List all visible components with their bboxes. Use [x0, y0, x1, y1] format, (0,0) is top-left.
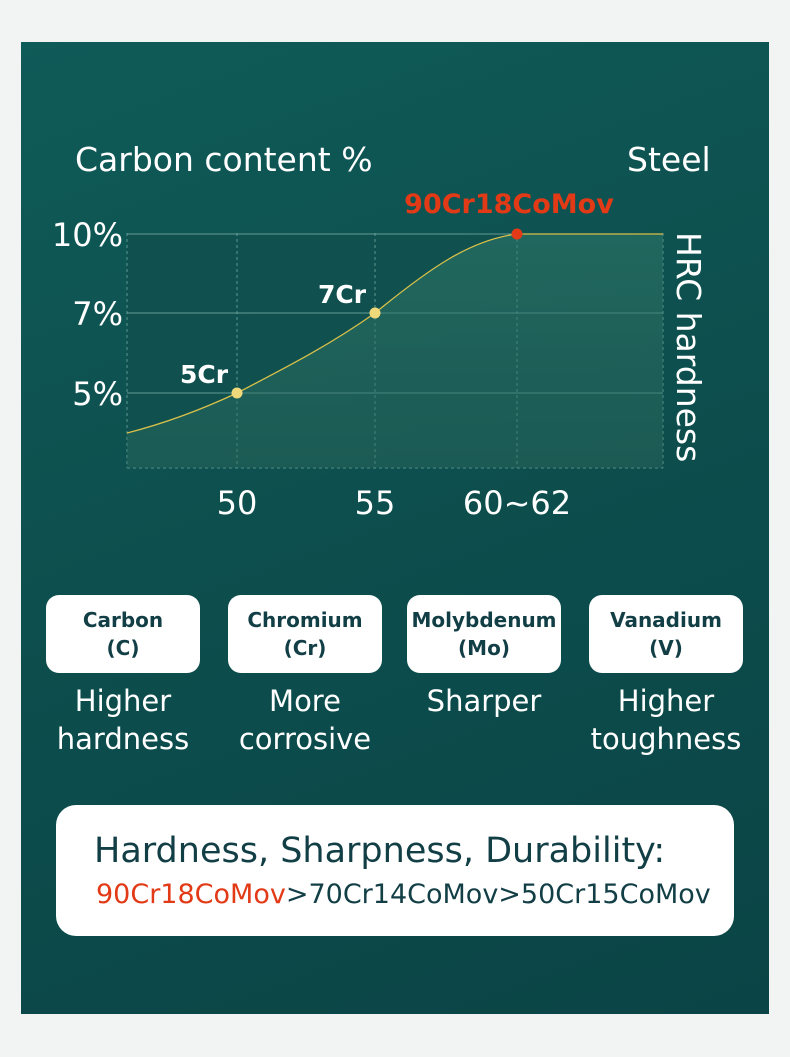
- element-name: Chromium: [247, 608, 363, 632]
- ranking-rest: >70Cr14CoMov>50Cr15CoMov: [285, 879, 711, 910]
- effect-line: More: [269, 684, 341, 718]
- effect-carbon: Higher hardness: [40, 682, 206, 758]
- element-symbol: (C): [106, 636, 140, 660]
- element-card-molybdenum: Molybdenum (Mo): [407, 595, 561, 673]
- summary-title: Hardness, Sharpness, Durability:: [94, 831, 666, 871]
- effect-line: corrosive: [238, 722, 372, 756]
- series-label: Steel: [627, 140, 711, 179]
- effect-chromium: More corrosive: [222, 682, 388, 758]
- element-card-vanadium: Vanadium (V): [589, 595, 743, 673]
- effect-molybdenum: Sharper: [401, 682, 567, 720]
- element-name: Molybdenum: [411, 608, 557, 632]
- summary-box: Hardness, Sharpness, Durability: 90Cr18C…: [56, 805, 734, 936]
- effect-vanadium: Higher toughness: [583, 682, 749, 758]
- element-name: Carbon: [82, 608, 164, 632]
- element-card-carbon: Carbon (C): [46, 595, 200, 673]
- ranking-line: 90Cr18CoMov>70Cr14CoMov>50Cr15CoMov: [96, 879, 711, 910]
- point-label: 7Cr: [318, 280, 367, 309]
- data-point: [369, 307, 381, 319]
- effect-line: toughness: [590, 722, 742, 756]
- point-label: 90Cr18CoMov: [404, 189, 614, 220]
- y-tick-label: 5%: [72, 375, 123, 413]
- element-symbol: (Cr): [283, 636, 327, 660]
- element-name: Vanadium: [610, 608, 722, 632]
- effect-line: Higher: [617, 684, 715, 718]
- data-point: [231, 387, 243, 399]
- effect-line: Sharper: [426, 684, 542, 718]
- element-card-chromium: Chromium (Cr): [228, 595, 382, 673]
- y-tick-label: 10%: [52, 216, 123, 254]
- effect-line: Higher: [74, 684, 172, 718]
- carbon-hardness-chart: 5% 7% 10% 50 55 60~62 5Cr 7Cr 90Cr18CoMov: [52, 189, 664, 522]
- x-tick-label: 50: [217, 484, 258, 522]
- x-tick-label: 55: [355, 484, 396, 522]
- point-label: 5Cr: [180, 360, 229, 389]
- element-symbol: (Mo): [458, 636, 510, 660]
- x-tick-label: 60~62: [463, 484, 571, 522]
- effect-line: hardness: [56, 722, 190, 756]
- y-axis-title: Carbon content %: [75, 140, 373, 179]
- y-tick-label: 7%: [72, 295, 123, 333]
- data-point: [511, 228, 523, 240]
- curve-line: [126, 233, 663, 434]
- curve-area: [127, 234, 663, 468]
- ranking-highlight: 90Cr18CoMov: [96, 879, 286, 910]
- element-symbol: (V): [649, 636, 683, 660]
